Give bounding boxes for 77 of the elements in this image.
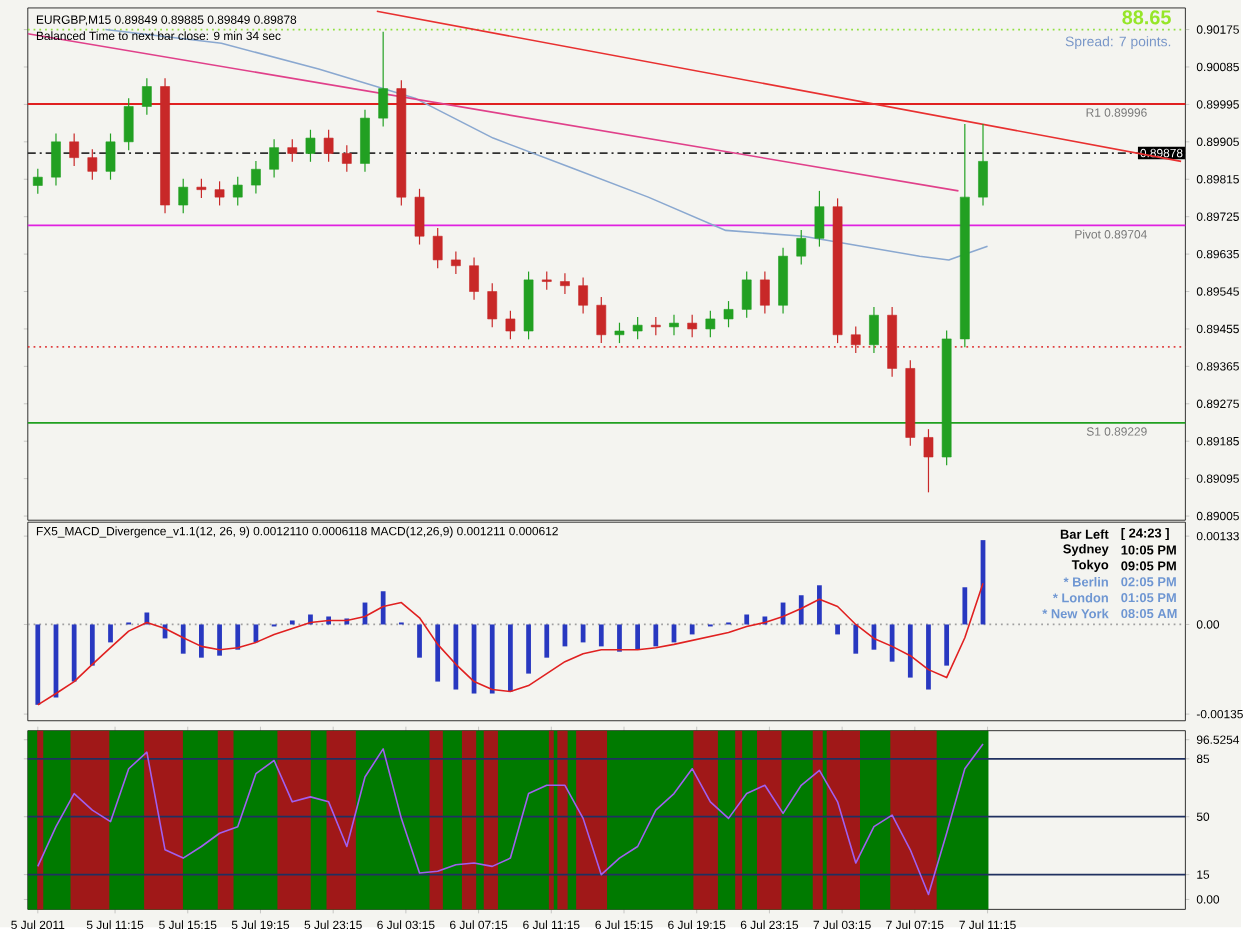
candlestick	[360, 109, 370, 173]
candlestick	[269, 138, 279, 179]
candlestick	[578, 276, 588, 315]
candlestick	[178, 178, 189, 215]
candlestick	[142, 77, 152, 116]
candlestick	[287, 138, 298, 163]
line-series	[37, 743, 984, 896]
candlestick	[196, 178, 207, 199]
bar	[617, 624, 622, 652]
bar	[235, 624, 241, 650]
candlestick	[741, 271, 752, 319]
bar	[817, 585, 822, 625]
candlestick	[251, 160, 261, 195]
bar	[89, 624, 95, 666]
candlestick	[51, 133, 61, 187]
candlestick	[923, 428, 934, 494]
annotation: 88.65	[1122, 10, 1171, 25]
bar	[435, 624, 441, 682]
candlestick	[596, 296, 607, 344]
candlestick	[432, 227, 443, 269]
candlestick	[632, 316, 643, 341]
candlestick	[760, 271, 770, 315]
candlestick	[796, 229, 807, 266]
candlestick	[978, 123, 988, 207]
candlestick	[232, 176, 243, 207]
bar	[217, 624, 222, 656]
bar	[544, 624, 550, 658]
candlestick	[378, 31, 389, 128]
candlestick	[105, 133, 116, 181]
candlestick	[723, 300, 734, 328]
bar	[653, 624, 659, 647]
candlestick	[850, 325, 861, 354]
candlestick	[323, 129, 334, 163]
bar	[889, 624, 895, 662]
bar	[380, 591, 386, 625]
bar	[598, 624, 604, 647]
candlestick	[487, 282, 498, 328]
candlestick	[687, 314, 698, 338]
bar	[71, 624, 77, 682]
bar	[907, 624, 913, 678]
candlestick	[869, 306, 879, 354]
bar	[944, 624, 950, 666]
bar	[853, 624, 859, 654]
bar	[744, 614, 750, 625]
candlestick	[32, 168, 43, 195]
candlestick	[451, 251, 461, 275]
bar	[180, 624, 186, 654]
candlestick	[560, 272, 570, 295]
bar	[453, 624, 459, 690]
bar	[962, 587, 968, 625]
candlestick	[414, 188, 425, 246]
candlestick	[214, 180, 225, 207]
candlestick	[341, 144, 352, 173]
candlestick	[614, 322, 625, 344]
bar	[199, 624, 204, 658]
bar	[926, 624, 931, 690]
bar	[526, 624, 531, 674]
candlestick	[814, 190, 825, 248]
candlestick	[505, 310, 516, 341]
candlestick	[123, 97, 134, 151]
bar	[108, 624, 113, 643]
bar	[489, 624, 495, 694]
bar	[798, 595, 804, 625]
bar	[417, 624, 422, 658]
bar	[508, 624, 513, 692]
bar	[635, 624, 641, 650]
candlestick	[305, 129, 316, 163]
bar	[835, 624, 840, 635]
candlestick	[87, 148, 98, 181]
bar	[689, 624, 695, 635]
bar	[35, 624, 41, 705]
candlestick	[650, 316, 661, 336]
candlestick	[469, 256, 479, 301]
candlestick	[705, 310, 716, 338]
candlestick	[541, 271, 552, 291]
candlestick	[69, 133, 79, 167]
candlestick	[669, 314, 679, 336]
